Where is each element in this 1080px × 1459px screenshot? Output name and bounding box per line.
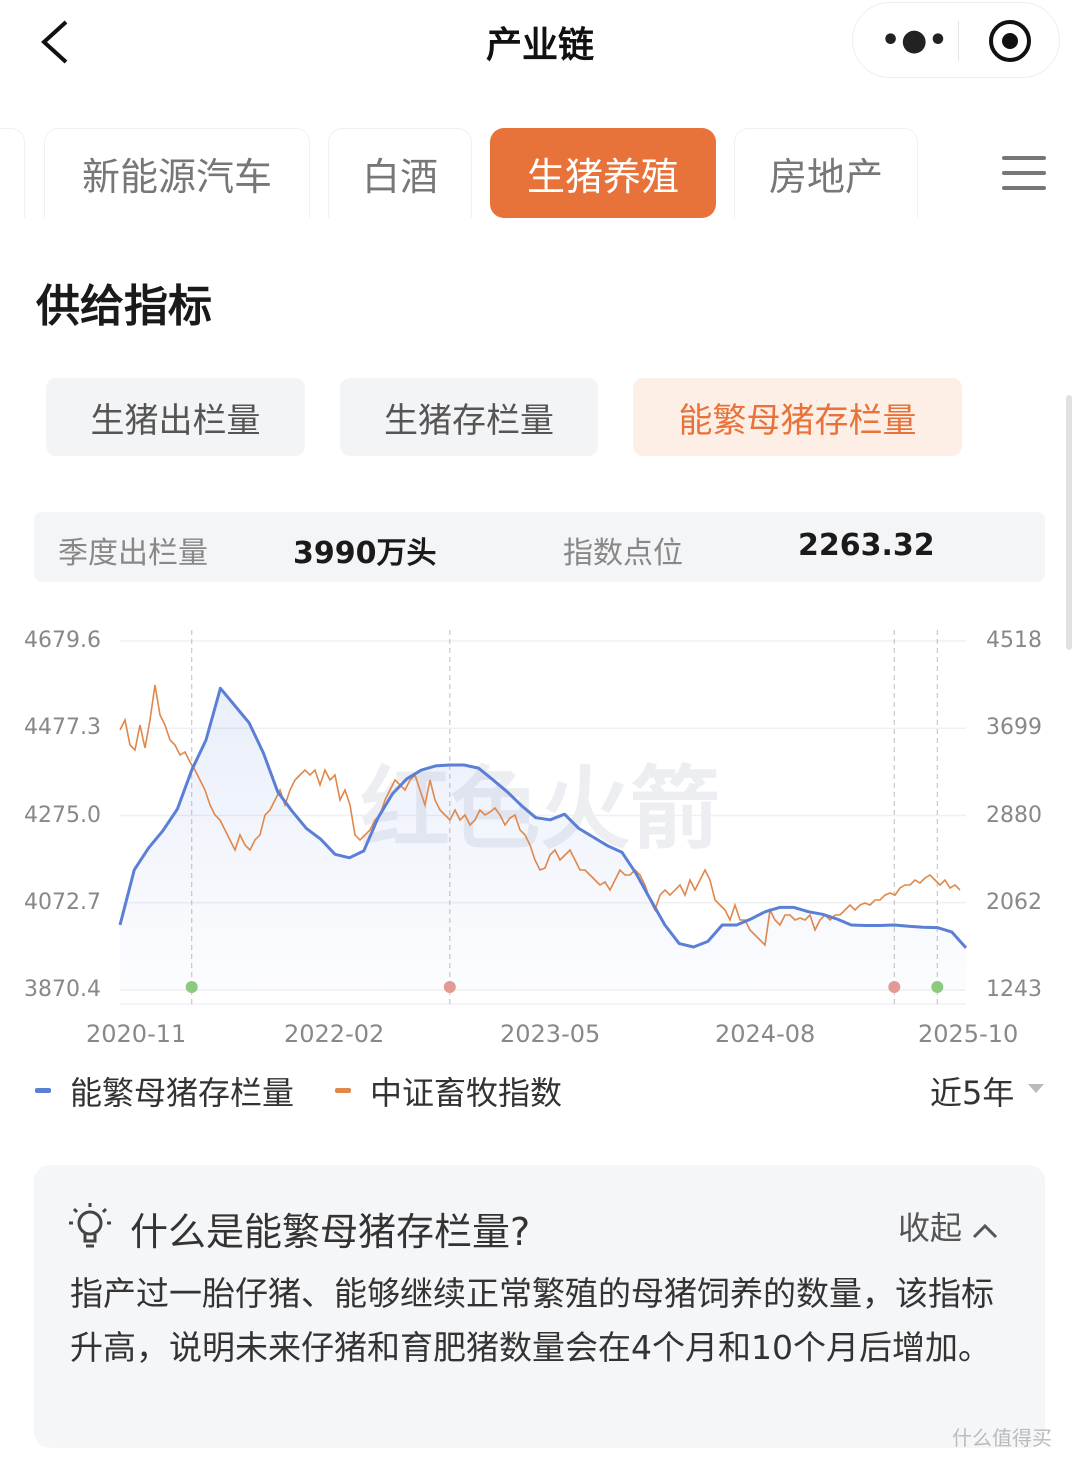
more-dots-icon[interactable]: •●• [881,23,949,58]
x-tick-label: 2023-05 [500,1020,601,1048]
tab-baijiu[interactable]: 白酒 [328,128,472,218]
tab-partial-left[interactable] [0,128,25,218]
stat-label-index: 指数点位 [563,536,683,571]
x-tick-label: 2024-08 [715,1020,816,1048]
x-tick-label: 2022-02 [284,1020,385,1048]
page-title: 产业链 [485,25,594,66]
range-select[interactable]: 近5年 [930,1074,1015,1112]
stat-value-index: 2263.32 [798,528,935,563]
y-left-tick-label: 4679.6 [24,628,101,653]
legend-sow-inventory[interactable]: 能繁母猪存栏量 [70,1074,295,1112]
info-card-body: 指产过一胎仔猪、能够继续正常繁殖的母猪饲养的数量，该指标升高，说明未来仔猪和育肥… [70,1274,994,1367]
y-left-tick-label: 3870.4 [24,977,101,1002]
y-left-tick-label: 4275.0 [24,802,101,828]
y-right-tick-label: 1243 [986,977,1042,1002]
section-title: 供给指标 [36,281,212,332]
y-left-tick-label: 4477.3 [24,715,101,741]
y-left-tick-label: 4072.7 [24,889,101,915]
legend-livestock-index[interactable]: 中证畜牧指数 [370,1074,563,1112]
chevron-up-icon [973,1223,998,1239]
subtab-hog-inventory[interactable]: 生猪存栏量 [340,378,598,456]
back-chevron-icon[interactable] [36,18,76,66]
info-card-title: 什么是能繁母猪存栏量? [130,1210,531,1254]
livestock-index-line [119,684,961,947]
stats-bar: 季度出栏量 3990万头 指数点位 2263.32 [34,512,1045,582]
lightbulb-icon [69,1203,111,1248]
y-right-tick-label: 4518 [986,628,1042,653]
dropdown-triangle-icon[interactable] [1028,1084,1044,1094]
mini-program-capsule: •●• [852,2,1060,78]
info-card: 什么是能繁母猪存栏量? 收起 指产过一胎仔猪、能够继续正常繁殖的母猪饲养的数量，… [34,1165,1045,1448]
x-tick-label: 2025-10 [918,1020,1019,1048]
collapse-button[interactable]: 收起 [898,1203,998,1249]
y-right-tick-label: 2880 [986,802,1042,828]
subtab-hog-output[interactable]: 生猪出栏量 [46,378,305,456]
collapse-label: 收起 [898,1209,963,1247]
tab-new-energy-vehicles[interactable]: 新能源汽车 [44,128,310,218]
tab-real-estate[interactable]: 房地产 [734,128,918,218]
y-right-tick-label: 2062 [986,889,1042,915]
stat-value-quarterly-output: 3990万头 [293,536,437,571]
scrollbar[interactable] [1066,395,1072,650]
stat-label-quarterly-output: 季度出栏量 [58,536,208,571]
menu-icon[interactable] [1002,156,1046,190]
legend-swatch-orange [335,1088,351,1093]
subtab-sow-inventory[interactable]: 能繁母猪存栏量 [633,378,962,456]
tab-hog-farming[interactable]: 生猪养殖 [490,128,716,218]
capsule-divider [958,21,959,61]
legend-swatch-blue [35,1088,51,1093]
x-tick-label: 2020-11 [86,1020,187,1048]
sow-inventory-area [120,688,966,990]
sow-inventory-line [118,686,968,949]
y-right-tick-label: 3699 [986,715,1042,741]
corner-watermark: 什么值得买 [952,1426,1052,1450]
target-icon[interactable] [989,20,1031,62]
